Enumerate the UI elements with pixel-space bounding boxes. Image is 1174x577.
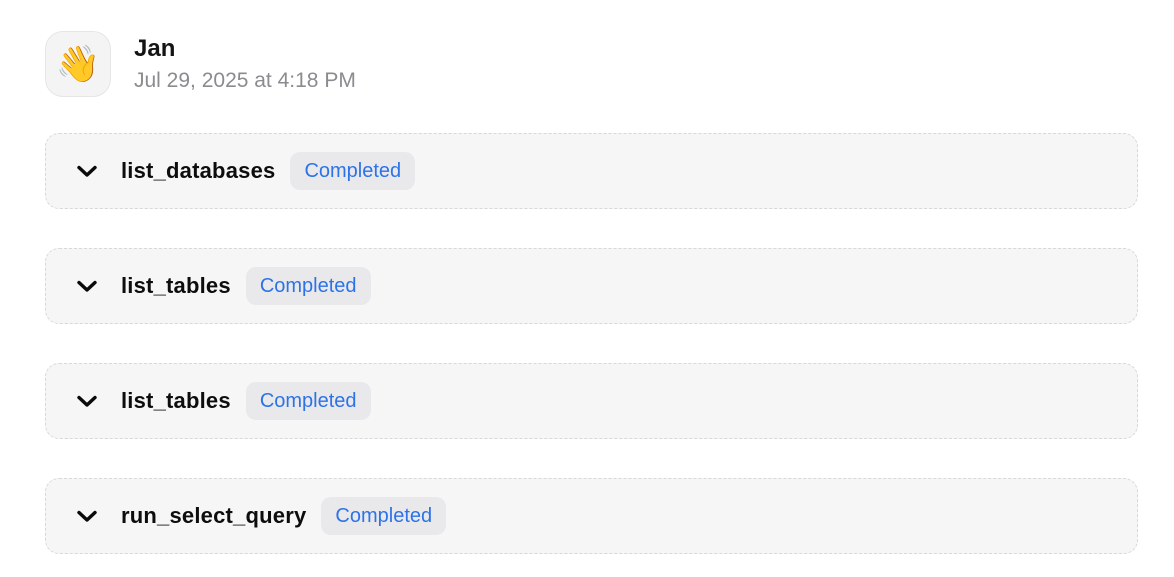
chevron-down-icon[interactable] — [75, 389, 99, 413]
chevron-down-icon[interactable] — [75, 504, 99, 528]
chat-message: 👋 Jan Jul 29, 2025 at 4:18 PM list_datab… — [45, 31, 1138, 554]
tool-call-name: list_databases — [121, 158, 276, 183]
status-badge: Completed — [245, 267, 371, 305]
message-timestamp: Jul 29, 2025 at 4:18 PM — [134, 68, 356, 92]
avatar: 👋 — [45, 31, 111, 97]
tool-call-list: list_databases Completed list_tables Com… — [45, 133, 1138, 554]
status-badge: Completed — [290, 152, 416, 190]
chevron-down-icon[interactable] — [75, 159, 99, 183]
tool-call-panel-list-databases[interactable]: list_databases Completed — [45, 133, 1138, 209]
waving-hand-emoji-icon: 👋 — [55, 43, 101, 84]
header-text: Jan Jul 29, 2025 at 4:18 PM — [134, 35, 356, 93]
tool-call-name: run_select_query — [121, 503, 307, 528]
tool-call-name: list_tables — [121, 273, 231, 298]
message-header: 👋 Jan Jul 29, 2025 at 4:18 PM — [45, 31, 1138, 97]
tool-call-panel-list-tables-2[interactable]: list_tables Completed — [45, 363, 1138, 439]
chevron-down-icon[interactable] — [75, 274, 99, 298]
status-badge: Completed — [321, 497, 447, 535]
sender-name: Jan — [134, 35, 176, 63]
status-badge: Completed — [245, 382, 371, 420]
tool-call-panel-list-tables-1[interactable]: list_tables Completed — [45, 248, 1138, 324]
tool-call-name: list_tables — [121, 388, 231, 413]
tool-call-panel-run-select-query[interactable]: run_select_query Completed — [45, 478, 1138, 554]
